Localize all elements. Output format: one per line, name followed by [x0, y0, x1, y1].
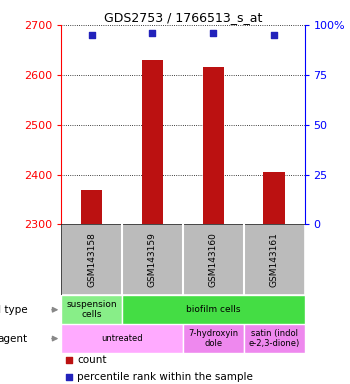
Text: percentile rank within the sample: percentile rank within the sample: [77, 372, 253, 382]
Text: biofilm cells: biofilm cells: [186, 305, 240, 314]
Bar: [142, 60, 163, 224]
Bar: [244, 224, 304, 295]
Text: suspension
cells: suspension cells: [66, 300, 117, 319]
Bar: [244, 324, 304, 353]
Bar: [61, 224, 122, 295]
Bar: [81, 190, 102, 224]
Text: satin (indol
e-2,3-dione): satin (indol e-2,3-dione): [248, 329, 300, 348]
Point: [66, 357, 71, 363]
Point: [89, 32, 95, 38]
Bar: [183, 324, 244, 353]
Text: agent: agent: [0, 334, 28, 344]
Point: [210, 30, 216, 36]
Text: GSM143161: GSM143161: [270, 232, 279, 287]
Text: untreated: untreated: [101, 334, 143, 343]
Point: [66, 374, 71, 380]
Bar: [122, 224, 183, 295]
Text: cell type: cell type: [0, 305, 28, 315]
Text: GSM143159: GSM143159: [148, 232, 157, 287]
Text: count: count: [77, 355, 106, 365]
Bar: [264, 172, 285, 224]
Bar: [122, 295, 304, 324]
Bar: [61, 295, 122, 324]
Text: GSM143160: GSM143160: [209, 232, 218, 287]
Title: GDS2753 / 1766513_s_at: GDS2753 / 1766513_s_at: [104, 11, 262, 24]
Text: GSM143158: GSM143158: [87, 232, 96, 287]
Point: [271, 32, 277, 38]
Bar: [203, 67, 224, 224]
Bar: [61, 324, 183, 353]
Point: [150, 30, 155, 36]
Bar: [183, 224, 244, 295]
Text: 7-hydroxyin
dole: 7-hydroxyin dole: [188, 329, 238, 348]
